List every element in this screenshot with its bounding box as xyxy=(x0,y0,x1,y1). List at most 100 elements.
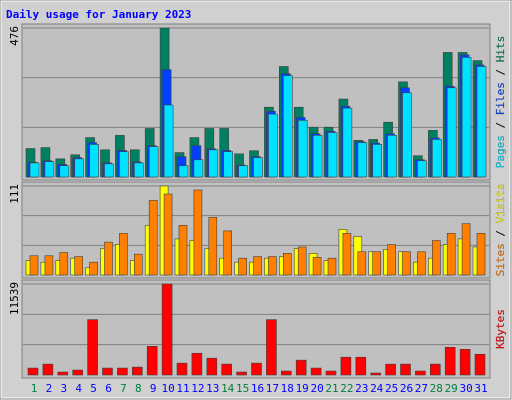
x-tick-label: 11 xyxy=(176,382,189,395)
bar xyxy=(415,370,426,376)
bar xyxy=(87,319,98,376)
x-tick-label: 7 xyxy=(120,382,127,395)
bar xyxy=(208,149,219,178)
bar xyxy=(193,189,203,276)
x-tick-label: 27 xyxy=(415,382,428,395)
bar xyxy=(476,66,487,178)
legend-separator: / xyxy=(494,115,507,135)
legend-entry: Sites xyxy=(494,243,507,276)
x-tick-label: 1 xyxy=(31,382,38,395)
legend-entry: Pages xyxy=(494,135,507,168)
legend-entry: KBytes xyxy=(494,309,507,349)
bar xyxy=(327,132,338,178)
bar xyxy=(268,256,277,276)
x-tick-label: 22 xyxy=(340,382,353,395)
bar xyxy=(44,255,54,276)
bar xyxy=(253,256,262,276)
x-tick-label: 25 xyxy=(385,382,398,395)
bar xyxy=(461,223,471,276)
x-tick-label: 9 xyxy=(150,382,157,395)
bar xyxy=(342,107,353,178)
bar xyxy=(297,246,307,276)
x-tick-label: 17 xyxy=(266,382,279,395)
bar xyxy=(29,255,39,276)
legend-entry: Files xyxy=(494,82,507,115)
chart-title: Daily usage for January 2023 xyxy=(6,8,191,21)
bar xyxy=(59,165,70,178)
bar xyxy=(402,92,412,178)
bar xyxy=(146,346,158,376)
bar xyxy=(206,357,218,376)
x-tick-label: 4 xyxy=(75,382,82,395)
bar xyxy=(282,253,292,276)
bar xyxy=(161,283,173,376)
bar xyxy=(29,162,40,178)
bar xyxy=(357,142,368,178)
x-tick-label: 10 xyxy=(161,382,174,395)
bar xyxy=(417,160,427,178)
bar xyxy=(178,224,188,276)
bar xyxy=(57,371,69,376)
bar xyxy=(117,367,128,376)
bar xyxy=(191,352,203,376)
bar xyxy=(342,233,352,276)
panel xyxy=(21,279,491,379)
x-tick-label: 2 xyxy=(46,382,53,395)
bar xyxy=(89,144,99,178)
x-tick-label: 21 xyxy=(325,382,338,395)
y-tick-label: 11539 xyxy=(8,282,21,315)
bar xyxy=(268,113,278,178)
bar xyxy=(431,240,441,276)
bar xyxy=(461,57,472,178)
bar xyxy=(295,359,307,376)
bar xyxy=(176,362,188,376)
x-tick-label: 20 xyxy=(310,382,323,395)
bar xyxy=(266,319,277,376)
bar xyxy=(42,363,54,376)
bar xyxy=(208,216,218,276)
bar xyxy=(104,241,113,276)
x-tick-label: 24 xyxy=(370,382,384,395)
x-tick-label: 8 xyxy=(135,382,142,395)
legend-entry: Visits xyxy=(494,184,507,224)
bar xyxy=(387,135,397,178)
x-tick-label: 12 xyxy=(191,382,204,395)
bar xyxy=(340,356,352,376)
bar xyxy=(104,163,114,178)
bar xyxy=(476,233,486,276)
bar xyxy=(446,87,457,178)
bar xyxy=(312,135,323,178)
x-tick-label: 15 xyxy=(236,382,249,395)
x-tick-label: 30 xyxy=(459,382,472,395)
bar xyxy=(223,151,233,178)
bar xyxy=(357,251,367,276)
bar xyxy=(59,252,69,276)
bar xyxy=(134,162,144,178)
bar xyxy=(280,370,292,376)
bar xyxy=(372,251,382,276)
bar xyxy=(327,257,337,276)
bar xyxy=(148,200,158,276)
bar xyxy=(417,251,426,276)
legend-entry: Hits xyxy=(494,36,507,63)
bar xyxy=(385,363,396,376)
x-tick-label: 18 xyxy=(281,382,294,395)
bar xyxy=(163,104,174,178)
bar xyxy=(148,146,159,178)
x-tick-label: 6 xyxy=(105,382,112,395)
legend-separator: / xyxy=(494,62,507,82)
bar xyxy=(431,139,442,178)
bar xyxy=(178,165,189,178)
bar xyxy=(223,230,232,276)
x-tick-label: 28 xyxy=(430,382,443,395)
bar xyxy=(27,367,39,376)
bar xyxy=(89,261,98,276)
bar xyxy=(72,369,83,376)
x-tick-label: 29 xyxy=(445,382,458,395)
bar xyxy=(372,144,383,178)
x-tick-label: 5 xyxy=(90,382,97,395)
bar xyxy=(429,363,441,376)
bar xyxy=(193,159,204,178)
